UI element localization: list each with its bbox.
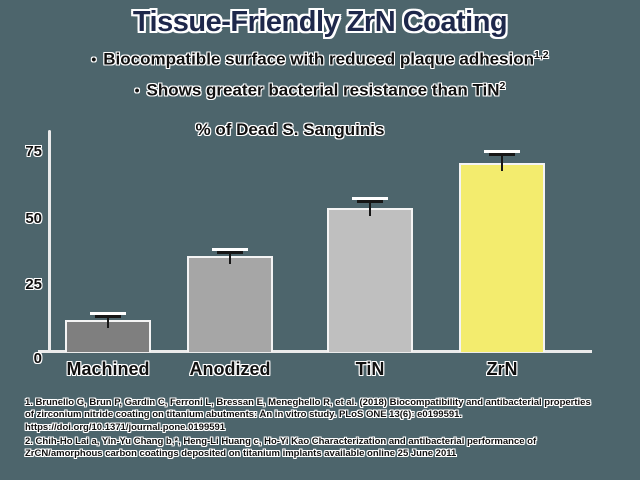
- error-bar-cap-anodized: [217, 250, 243, 254]
- y-tick-label-75: 75: [25, 143, 42, 160]
- y-tick-label-0: 0: [33, 350, 42, 367]
- bullet-item-1: • Biocompatible surface with reduced plaq…: [0, 49, 640, 70]
- error-bar-highlight-tin: [352, 197, 388, 200]
- y-axis-line: [48, 130, 51, 352]
- x-tick-label-anodized: Anodized: [189, 359, 271, 379]
- x-tick-label-tin: TiN: [355, 359, 385, 379]
- bullet-superscript-2: 2: [499, 80, 506, 92]
- error-bar-cap-tin: [357, 200, 383, 203]
- error-bar-stem-zrn: [501, 155, 503, 171]
- x-axis-line: [38, 350, 592, 353]
- error-bar-highlight-machined: [90, 311, 126, 315]
- reference-1: 1. Brunello G, Brun P, Gardin C, Ferroni…: [25, 397, 591, 433]
- error-bar-highlight-anodized: [212, 247, 248, 251]
- bullet-dot-2: •: [134, 81, 140, 98]
- error-bar-highlight-zrn: [484, 150, 520, 154]
- error-bar-stem-tin: [369, 202, 371, 216]
- y-tick-label-25: 25: [25, 276, 42, 294]
- error-bar-stem-machined: [107, 316, 109, 328]
- bullet-dot-1: •: [91, 50, 97, 67]
- chart-title: % of Dead S. Sanguinis: [195, 120, 385, 139]
- bar-zrn: [459, 162, 545, 352]
- bullet-item-2: • Shows greater bacterial resistance than…: [0, 80, 640, 101]
- bar-tin: [327, 208, 413, 352]
- error-bar-cap-zrn: [489, 153, 515, 157]
- y-tick-label-50: 50: [25, 209, 42, 227]
- error-bar-stem-anodized: [229, 252, 231, 264]
- x-tick-label-zrn: ZrN: [486, 359, 518, 379]
- bullet-text-1: Biocompatible surface with reduced plaqu…: [103, 49, 535, 69]
- bullet-text-2: Shows greater bacterial resistance than …: [146, 80, 500, 100]
- bar-anodized: [187, 256, 273, 352]
- error-bar-cap-machined: [95, 314, 121, 318]
- x-tick-label-machined: Machined: [66, 359, 150, 379]
- reference-2: 2. Chih-Ho Lai a, Yin-Yu Chang b,*, Heng…: [25, 436, 537, 460]
- slide-title: Tissue-Friendly ZrN Coating: [132, 6, 508, 38]
- bullet-superscript-1: 1,2: [534, 49, 549, 61]
